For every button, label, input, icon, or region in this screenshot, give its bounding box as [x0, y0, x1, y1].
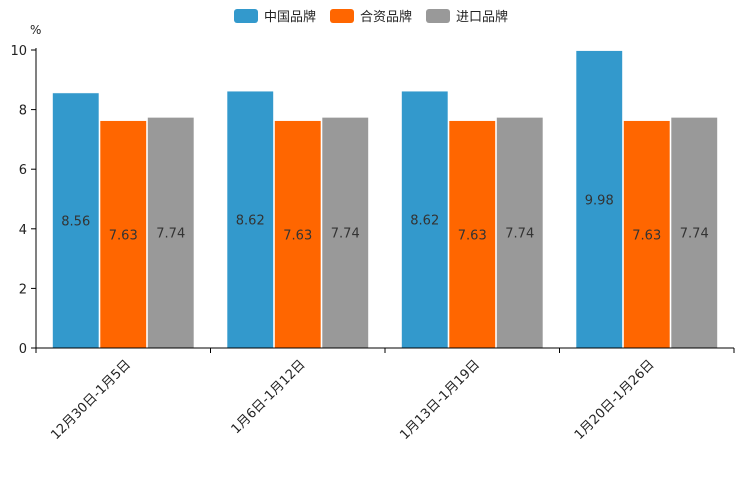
y-axis: 0 2 4 6 8 10	[10, 44, 37, 357]
x-axis: 12月30日-1月5日 1月6日-1月12日 1月13日-1月19日 1月20日-1月…	[35, 347, 735, 443]
y-tick-label: 8	[19, 104, 27, 119]
data-label: 7.74	[680, 227, 709, 242]
bar	[274, 120, 322, 349]
legend-label: 进口品牌	[456, 9, 508, 25]
bar	[575, 50, 623, 349]
data-label: 7.74	[505, 227, 534, 242]
legend-label: 中国品牌	[264, 9, 316, 25]
legend-swatch	[426, 9, 450, 23]
legend-item: 中国品牌	[234, 9, 316, 25]
x-tick-label: 12月30日-1月5日	[48, 357, 134, 443]
bar	[401, 90, 449, 349]
data-label: 8.56	[61, 214, 90, 229]
data-label: 8.62	[236, 214, 265, 229]
bar	[99, 120, 147, 349]
y-tick-label: 2	[19, 282, 27, 297]
legend-label: 合资品牌	[360, 9, 412, 25]
legend-swatch	[330, 9, 354, 23]
y-tick-label: 10	[10, 44, 27, 59]
legend-item: 合资品牌	[330, 9, 412, 25]
x-tick-label: 1月20日-1月26日	[572, 357, 658, 443]
bar	[147, 117, 195, 349]
data-label: 7.63	[109, 228, 138, 243]
legend-swatch	[234, 9, 258, 23]
data-label: 9.98	[585, 193, 614, 208]
bar	[448, 120, 496, 349]
data-label: 7.74	[156, 227, 185, 242]
bar	[226, 90, 274, 349]
y-tick-label: 0	[19, 342, 27, 357]
bar	[670, 117, 718, 349]
data-label: 7.63	[283, 228, 312, 243]
bar	[496, 117, 544, 349]
x-tick-label: 1月13日-1月19日	[397, 357, 483, 443]
data-label: 7.63	[458, 228, 487, 243]
x-tick-label: 1月6日-1月12日	[229, 357, 309, 437]
legend-item: 进口品牌	[426, 9, 508, 25]
data-label: 7.74	[331, 227, 360, 242]
data-label: 7.63	[632, 228, 661, 243]
bar	[623, 120, 671, 349]
bar	[321, 117, 369, 349]
y-tick-label: 6	[19, 163, 27, 178]
y-tick-label: 4	[19, 223, 27, 238]
y-axis-unit-label: %	[30, 23, 41, 37]
bars-group: 8.56 7.63 7.74 8.62 7.63 7.74 8.62 7.63 7.74 9.98…	[52, 50, 718, 349]
legend: 中国品牌 合资品牌 进口品牌	[234, 9, 508, 25]
data-label: 8.62	[410, 214, 439, 229]
